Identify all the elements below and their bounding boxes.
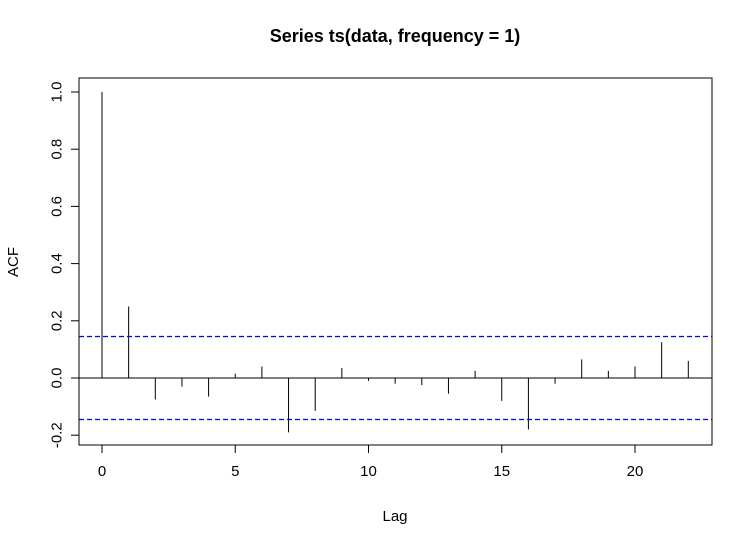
y-tick-label-2: 0.2: [49, 310, 66, 331]
x-axis-label: Lag: [382, 508, 407, 525]
acf-bars: [101, 92, 689, 433]
x-axis: 0 5 10 15 20: [98, 444, 644, 480]
y-tick-label-0: -0.2: [49, 422, 66, 448]
plot-frame: [78, 77, 713, 446]
y-tick-label-3: 0.4: [49, 253, 66, 274]
y-axis-label: ACF: [5, 247, 22, 277]
y-tick-label-1: 0.0: [49, 368, 66, 389]
x-tick-label-0: 0: [98, 463, 106, 480]
y-axis: -0.2 0.0 0.2 0.4 0.6 0.8 1.0: [49, 82, 80, 448]
y-tick-label-6: 1.0: [49, 82, 66, 103]
x-tick-label-15: 15: [493, 463, 510, 480]
y-tick-label-5: 0.8: [49, 139, 66, 160]
x-tick-label-20: 20: [627, 463, 644, 480]
chart-title: Series ts(data, frequency = 1): [270, 26, 521, 46]
x-tick-label-10: 10: [360, 463, 377, 480]
confidence-lines: [79, 335, 712, 421]
x-tick-label-5: 5: [231, 463, 239, 480]
y-tick-label-4: 0.6: [49, 196, 66, 217]
